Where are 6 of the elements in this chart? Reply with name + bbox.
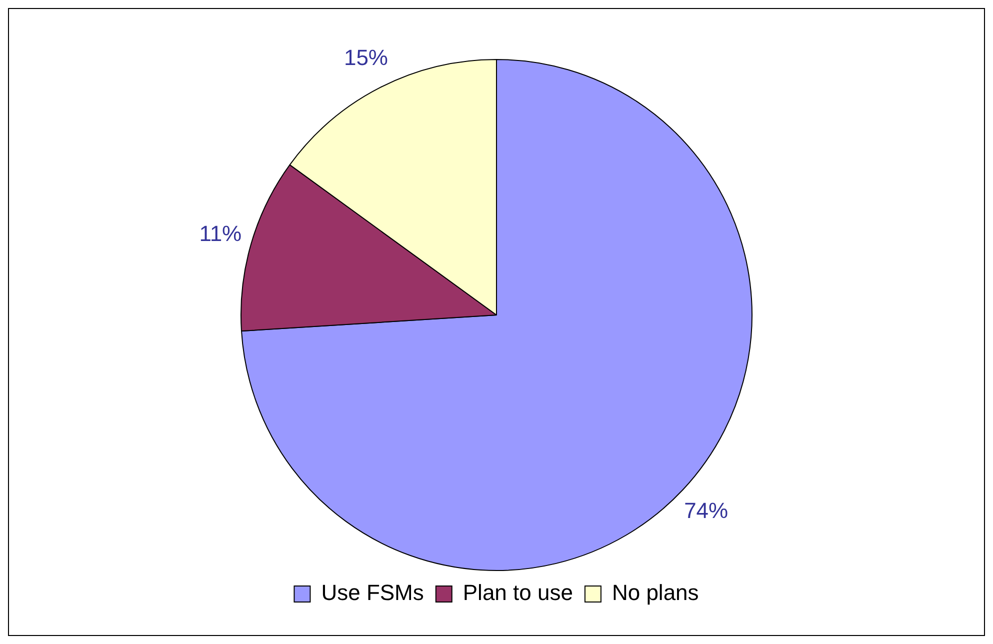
legend-label: Plan to use — [462, 580, 573, 606]
data-label: 11% — [199, 220, 242, 246]
data-label: 15% — [344, 44, 388, 70]
data-label: 74% — [684, 498, 728, 523]
legend-label: No plans — [612, 580, 699, 606]
legend-label: Use FSMs — [321, 580, 424, 606]
